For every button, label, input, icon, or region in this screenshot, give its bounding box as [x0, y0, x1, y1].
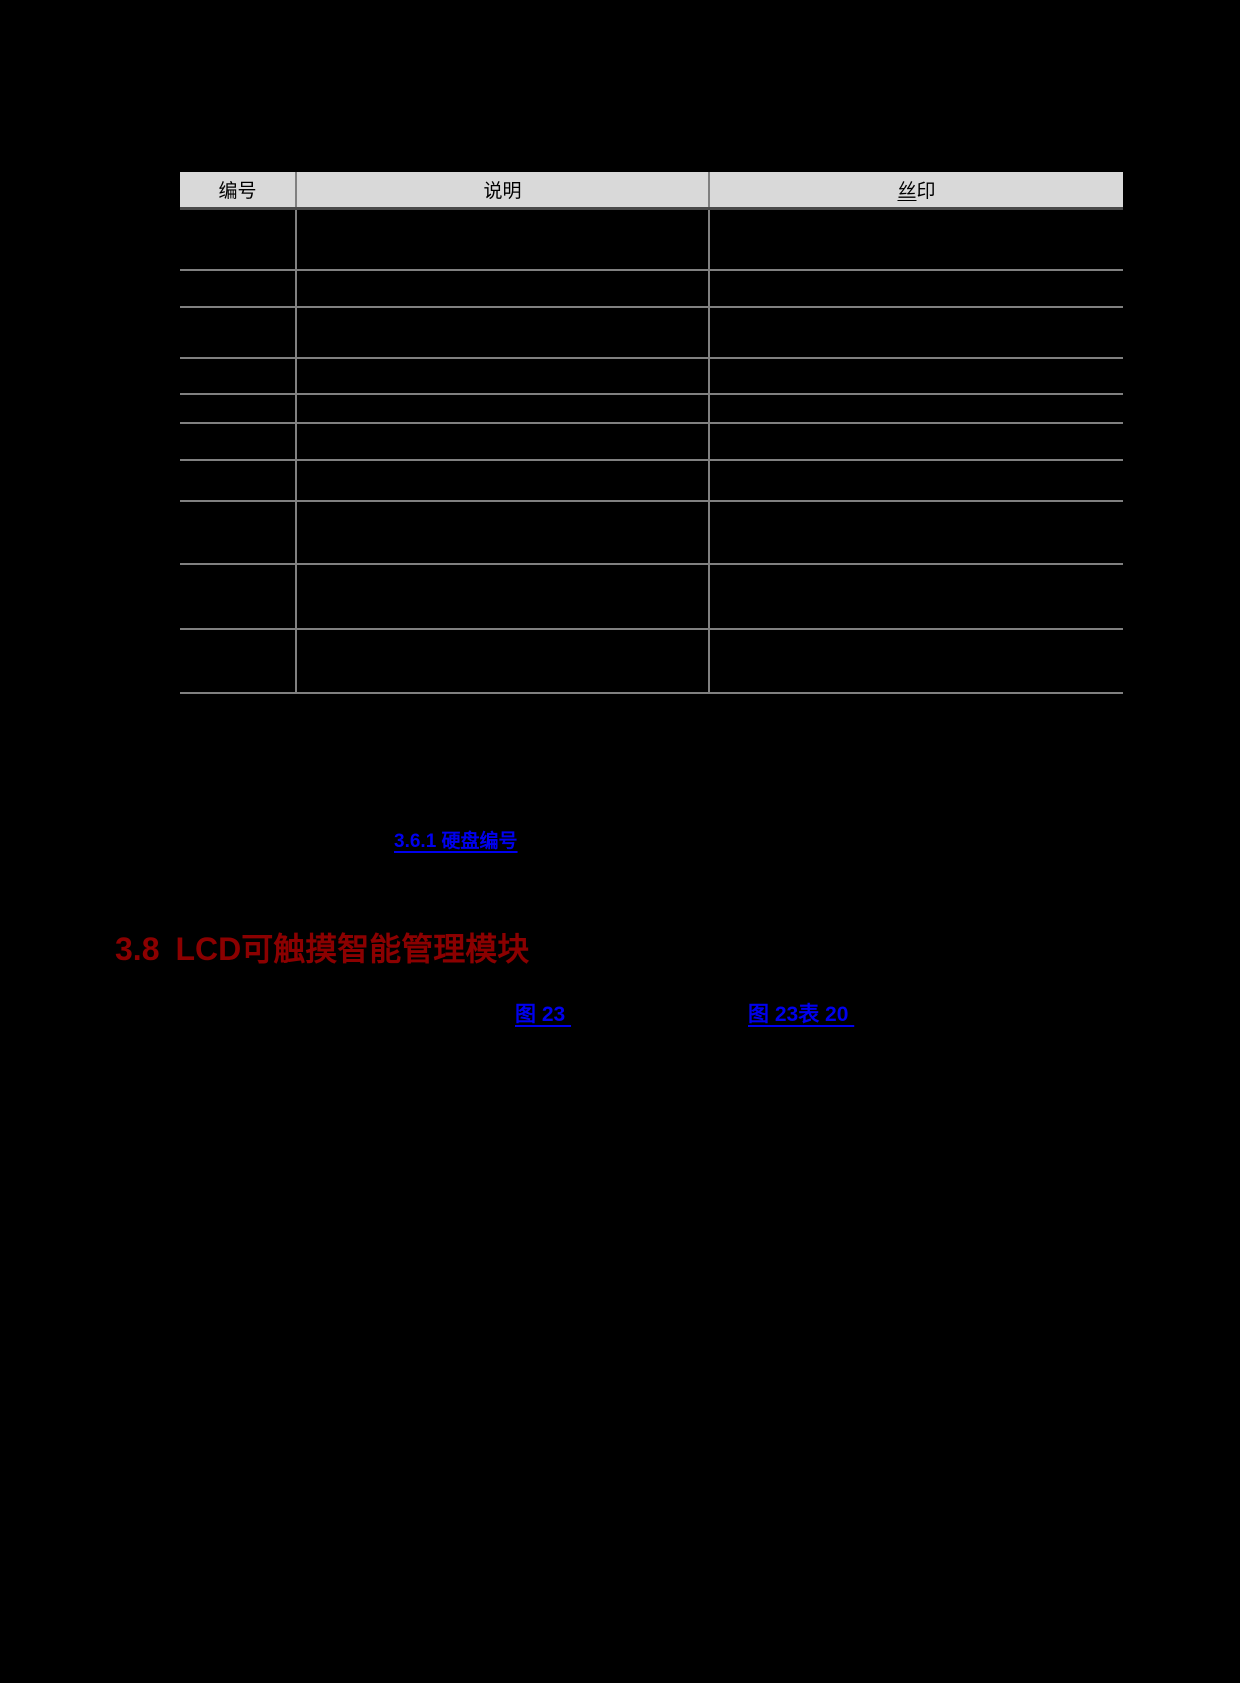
- table-cell: [180, 422, 297, 461]
- table-row: [180, 500, 1123, 565]
- table-cell: [180, 563, 297, 630]
- table-cell: [709, 500, 1123, 565]
- table-cell: [709, 269, 1123, 308]
- pin-description-table: 编号 说明 丝印: [180, 172, 1123, 694]
- heading-number: 3.8: [115, 931, 160, 967]
- table-row: [180, 306, 1123, 359]
- table-cell: [180, 459, 297, 502]
- table-cell: [296, 208, 710, 271]
- table-header-row: 编号 说明 丝印: [180, 172, 1123, 210]
- heading-title: LCD可触摸智能管理模块: [175, 931, 530, 967]
- table-row: [180, 459, 1123, 502]
- col-header-number: 编号: [180, 172, 297, 210]
- table-cell: [296, 500, 710, 565]
- table-cell: [709, 357, 1123, 395]
- table-cell: [296, 393, 710, 424]
- table-cell: [296, 422, 710, 461]
- table-row: [180, 628, 1123, 694]
- table-cell: [180, 393, 297, 424]
- table-row: [180, 269, 1123, 308]
- table-cell: [180, 357, 297, 395]
- table-cell: [709, 208, 1123, 271]
- table-cell: [296, 357, 710, 395]
- table-row: [180, 357, 1123, 395]
- col-header-silkscreen-rest: 印: [916, 181, 936, 202]
- section-heading-3-8: 3.8 LCD可触摸智能管理模块: [115, 924, 529, 970]
- table-cell: [296, 628, 710, 694]
- table-cell: [296, 459, 710, 502]
- table-row: [180, 208, 1123, 271]
- table-cell: [709, 459, 1123, 502]
- table-cell: [180, 208, 297, 271]
- table-cell: [180, 628, 297, 694]
- table-cell: [709, 306, 1123, 359]
- table-cell: [709, 628, 1123, 694]
- col-header-silkscreen-underlined: 丝: [897, 181, 917, 202]
- table-row: [180, 422, 1123, 461]
- table-cell: [709, 563, 1123, 630]
- section-link-3-6-1-hard-disk-numbering[interactable]: 3.6.1 硬盘编号: [394, 831, 518, 852]
- table-cell: [180, 500, 297, 565]
- table-cell: [180, 269, 297, 308]
- col-header-description: 说明: [296, 172, 710, 210]
- figure-23-link[interactable]: 图 23: [515, 1003, 572, 1026]
- table-cell: [296, 306, 710, 359]
- table-cell: [180, 306, 297, 359]
- col-header-silkscreen: 丝印: [709, 172, 1123, 210]
- table-cell: [296, 269, 710, 308]
- table-cell: [709, 422, 1123, 461]
- table-cell: [709, 393, 1123, 424]
- figure-23-table-20-link[interactable]: 图 23表 20: [748, 1003, 855, 1026]
- table-row: [180, 563, 1123, 630]
- table-cell: [296, 563, 710, 630]
- table-row: [180, 393, 1123, 424]
